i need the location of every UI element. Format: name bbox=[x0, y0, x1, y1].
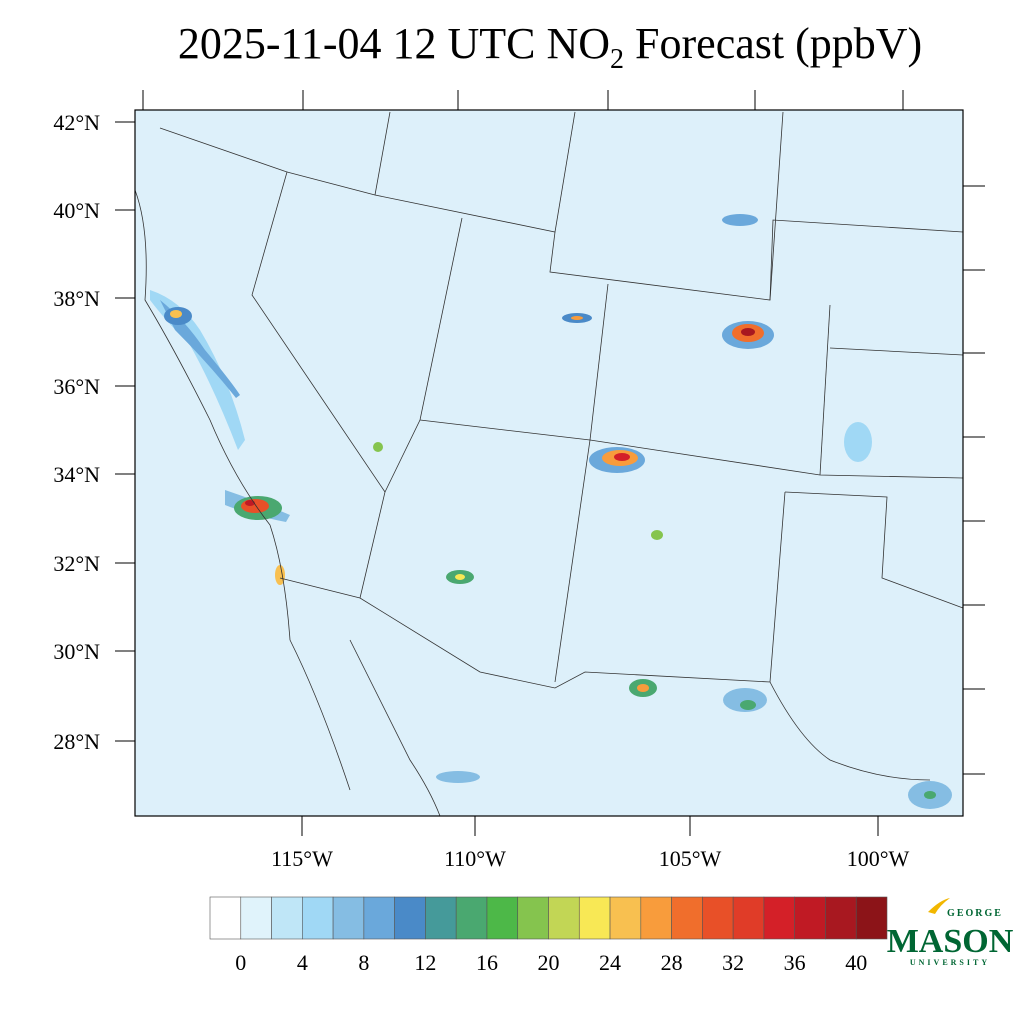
logo: GEORGE MASON UNIVERSITY bbox=[887, 898, 1014, 967]
map bbox=[115, 90, 985, 836]
colorbar-box bbox=[271, 896, 303, 940]
map-frame bbox=[134, 109, 964, 817]
colorbar-box bbox=[578, 896, 611, 940]
logo-main: MASON bbox=[887, 923, 1014, 960]
colorbar-label: 20 bbox=[538, 950, 560, 975]
colorbar-label: 28 bbox=[661, 950, 683, 975]
colorbar-box bbox=[332, 896, 365, 940]
title-subscript: 2 bbox=[610, 44, 624, 75]
colorbar-box bbox=[671, 896, 703, 940]
lat-label: 42°N bbox=[53, 110, 100, 135]
boundaries bbox=[134, 111, 964, 817]
colorbar-label: 8 bbox=[358, 950, 369, 975]
lat-label: 32°N bbox=[53, 551, 100, 576]
colorbar-label: 40 bbox=[845, 950, 867, 975]
lon-label: 105°W bbox=[659, 846, 722, 871]
colorbar-box bbox=[240, 896, 272, 940]
lat-label: 30°N bbox=[53, 639, 100, 664]
lat-label: 28°N bbox=[53, 729, 100, 754]
lon-label: 100°W bbox=[847, 846, 910, 871]
colorbar-label: 4 bbox=[297, 950, 308, 975]
colorbar-label: 24 bbox=[599, 950, 621, 975]
colorbar-label: 12 bbox=[414, 950, 436, 975]
colorbar-box bbox=[302, 896, 334, 940]
lat-label: 40°N bbox=[53, 198, 100, 223]
concentration-field bbox=[150, 214, 952, 809]
colorbar-box bbox=[486, 896, 519, 940]
colorbar-box bbox=[425, 896, 457, 940]
colorbar-box bbox=[394, 896, 426, 940]
lon-label: 110°W bbox=[444, 846, 506, 871]
colorbar-box bbox=[363, 896, 395, 940]
logo-bottom: UNIVERSITY bbox=[910, 958, 990, 967]
colorbar-box bbox=[517, 896, 549, 940]
frame-ticks bbox=[115, 90, 985, 836]
colorbar-box bbox=[209, 896, 242, 940]
title-rest: Forecast (ppbV) bbox=[624, 19, 922, 68]
colorbar-label: 32 bbox=[722, 950, 744, 975]
colorbar-box bbox=[794, 896, 826, 940]
lat-label: 36°N bbox=[53, 374, 100, 399]
logo-top: GEORGE bbox=[947, 908, 1003, 919]
colorbar-label: 16 bbox=[476, 950, 498, 975]
colorbar-box bbox=[732, 896, 765, 940]
map-background bbox=[135, 110, 963, 816]
colorbar-box bbox=[455, 896, 488, 940]
colorbar-box bbox=[825, 896, 857, 940]
title-main: 2025-11-04 12 UTC NO bbox=[178, 19, 610, 68]
colorbar-box bbox=[763, 896, 795, 940]
colorbar-label: 0 bbox=[235, 950, 246, 975]
colorbar-box bbox=[702, 896, 734, 940]
lon-label: 115°W bbox=[271, 846, 333, 871]
colorbar-box bbox=[855, 896, 888, 940]
lat-label: 34°N bbox=[53, 462, 100, 487]
colorbar-label: 36 bbox=[784, 950, 806, 975]
colorbar-box bbox=[640, 896, 672, 940]
title: 2025-11-04 12 UTC NO2 Forecast (ppbV) bbox=[178, 19, 922, 75]
lat-label: 38°N bbox=[53, 286, 100, 311]
colorbar-box bbox=[609, 896, 642, 940]
colorbar-box bbox=[548, 896, 580, 940]
